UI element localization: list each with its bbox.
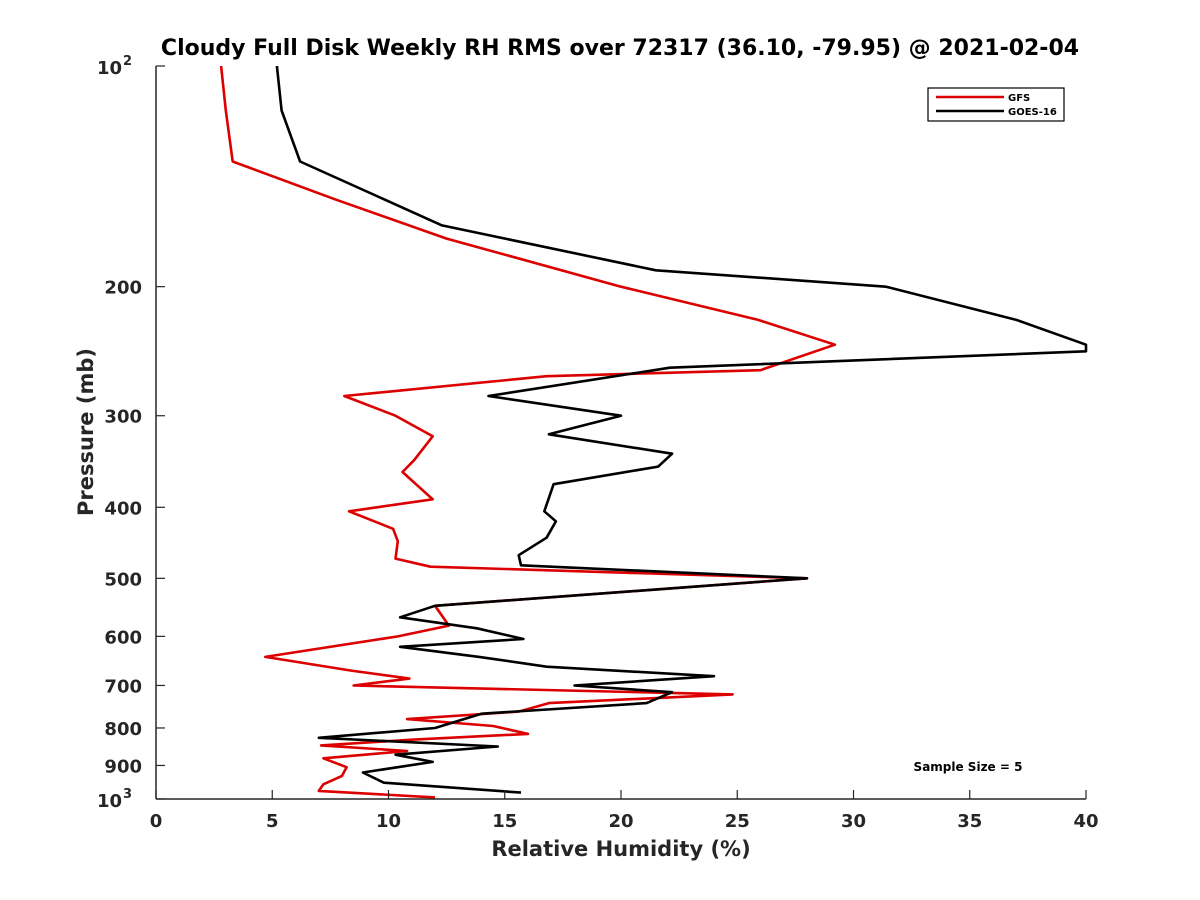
y-axis-label: Pressure (mb) [74, 348, 98, 516]
y-tick-label: 10 [97, 791, 122, 812]
y-tick-label: 200 [104, 278, 142, 299]
legend-box [927, 87, 1065, 122]
y-tick-label: 600 [104, 627, 142, 648]
y-tick-label: 700 [104, 676, 142, 697]
y-tick-exponent: 3 [123, 787, 132, 802]
y-tick-label: 500 [104, 569, 142, 590]
y-tick-label: 900 [104, 756, 142, 777]
series-layer [219, 65, 1088, 799]
x-tick-label: 0 [150, 811, 163, 832]
x-tick-label: 5 [266, 811, 279, 832]
x-tick-label: 20 [608, 811, 633, 832]
series-line-goes16 [275, 65, 1088, 794]
x-tick-label: 40 [1073, 811, 1098, 832]
x-tick-label: 35 [957, 811, 982, 832]
sample-size-annotation: Sample Size = 5 [914, 760, 1023, 774]
legend-entry-goes16: GOES-16 [1008, 107, 1057, 118]
x-tick-label: 15 [492, 811, 517, 832]
x-tick-label: 25 [725, 811, 750, 832]
y-tick-label: 300 [104, 407, 142, 428]
x-tick-label: 30 [841, 811, 866, 832]
y-tick-label: 800 [104, 719, 142, 740]
x-ticks: 0 5 10 15 20 25 30 35 40 [150, 790, 1099, 832]
plot-area [156, 66, 1086, 799]
legend-entry-gfs: GFS [1008, 93, 1030, 104]
y-tick-label: 10 [97, 58, 122, 79]
chart-title: Cloudy Full Disk Weekly RH RMS over 7231… [161, 36, 1079, 61]
legend: GFS GOES-16 [927, 87, 1065, 122]
y-tick-label: 400 [104, 498, 142, 519]
x-tick-label: 10 [376, 811, 401, 832]
x-axis-label: Relative Humidity (%) [491, 837, 750, 861]
y-tick-exponent: 2 [123, 54, 132, 69]
